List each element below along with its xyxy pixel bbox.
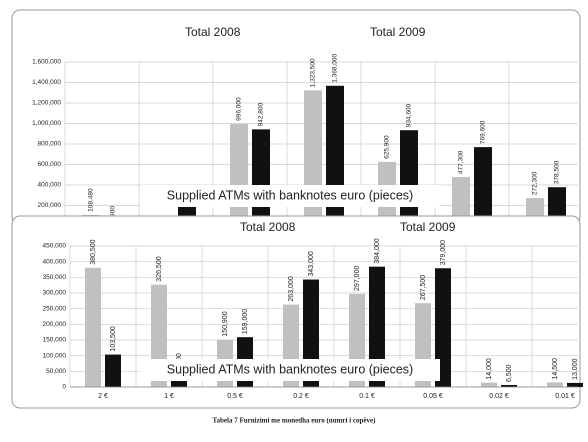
value-label: 378,500: [554, 160, 561, 184]
x-tick-label: 0.01 €: [555, 393, 575, 400]
y-tick-label: 1,400,000: [32, 79, 61, 86]
y-tick-label: 600,000: [38, 161, 62, 168]
bar: [105, 354, 121, 387]
annotation: Supplied ATMs with banknotes euro (piece…: [167, 362, 413, 376]
bar: [452, 177, 470, 226]
x-tick-label: 2 €: [98, 393, 108, 400]
value-label: 379,000: [440, 240, 447, 265]
value-label: 6,900: [110, 206, 117, 223]
y-tick-label: 200,000: [43, 321, 67, 328]
y-tick-label: 200,000: [38, 202, 62, 209]
value-label: 942,800: [258, 102, 265, 126]
x-tick-label: 0.02 €: [489, 393, 509, 400]
value-label: 625,900: [384, 135, 391, 159]
bar: [400, 130, 418, 226]
value-label: 326,500: [156, 256, 163, 281]
bar: [547, 382, 563, 387]
value-label: 150,900: [222, 311, 229, 336]
value-label: 297,000: [354, 266, 361, 291]
value-label: 103,500: [110, 326, 117, 351]
value-label: 343,000: [308, 251, 315, 276]
bar: [252, 129, 270, 226]
value-label: 380,500: [90, 239, 97, 264]
x-tick-label: 0.05 €: [423, 393, 443, 400]
caption: Tabela 7 Furnizimi me monedha euro (numr…: [213, 417, 377, 425]
bar: [85, 267, 101, 387]
annotation-box: [140, 185, 440, 207]
y-tick-label: 1,200,000: [32, 100, 61, 107]
y-tick-label: 100,000: [43, 352, 67, 359]
annotation-box: [140, 359, 440, 381]
x-tick-label: 0.1 €: [359, 393, 375, 400]
value-label: 13,000: [572, 358, 579, 380]
value-label: 477,300: [458, 150, 465, 174]
legend-label: Total 2009: [370, 25, 426, 39]
y-tick-label: 50,000: [46, 368, 66, 375]
legend-label: Total 2009: [400, 220, 456, 234]
value-label: 159,000: [242, 309, 249, 334]
value-label: 14,000: [486, 358, 493, 380]
y-tick-label: 0: [62, 384, 66, 391]
bar: [230, 123, 248, 226]
value-label: 384,000: [374, 238, 381, 263]
bar: [435, 268, 451, 387]
legend-label: Total 2008: [185, 25, 241, 39]
legend-label: Total 2008: [240, 220, 296, 234]
y-tick-label: 400,000: [38, 182, 62, 189]
bar: [481, 382, 497, 387]
value-label: 267,500: [420, 275, 427, 300]
y-tick-label: 800,000: [38, 141, 62, 148]
bar: [171, 377, 187, 387]
value-label: 14,500: [552, 358, 559, 380]
chart: 0 50,000 100,000 150,000 200,000 250,000 300,0…: [11, 215, 583, 409]
y-tick-label: 450,000: [43, 243, 67, 250]
chart: 200,000 400,000 600,000 800,000 1,000,000 1,2…: [11, 9, 581, 227]
annotation: Supplied ATMs with banknotes euro (piece…: [167, 188, 413, 202]
value-label: 769,600: [480, 120, 487, 144]
value-label: 996,000: [236, 97, 243, 121]
x-tick-label: 0.5 €: [227, 393, 243, 400]
bar: [501, 384, 517, 387]
value-label: 1,323,500: [310, 58, 317, 87]
value-label: 1,368,000: [332, 53, 339, 82]
value-label: 6,500: [506, 364, 513, 382]
bar: [369, 266, 385, 387]
bar: [474, 147, 492, 226]
bar: [567, 382, 583, 387]
y-tick-label: 400,000: [43, 258, 67, 265]
y-tick-label: 150,000: [43, 337, 67, 344]
x-tick-label: 1 €: [164, 393, 174, 400]
value-label: 934,600: [406, 103, 413, 127]
value-label: 108,480: [88, 188, 95, 212]
value-label: 263,000: [288, 276, 295, 301]
y-tick-label: 1,000,000: [32, 120, 61, 127]
y-tick-label: 350,000: [43, 274, 67, 281]
y-tick-label: 1,600,000: [32, 59, 61, 66]
y-tick-label: 300,000: [43, 290, 67, 297]
x-tick-label: 0.2 €: [293, 393, 309, 400]
value-label: 272,300: [532, 171, 539, 195]
y-tick-label: 250,000: [43, 305, 67, 312]
